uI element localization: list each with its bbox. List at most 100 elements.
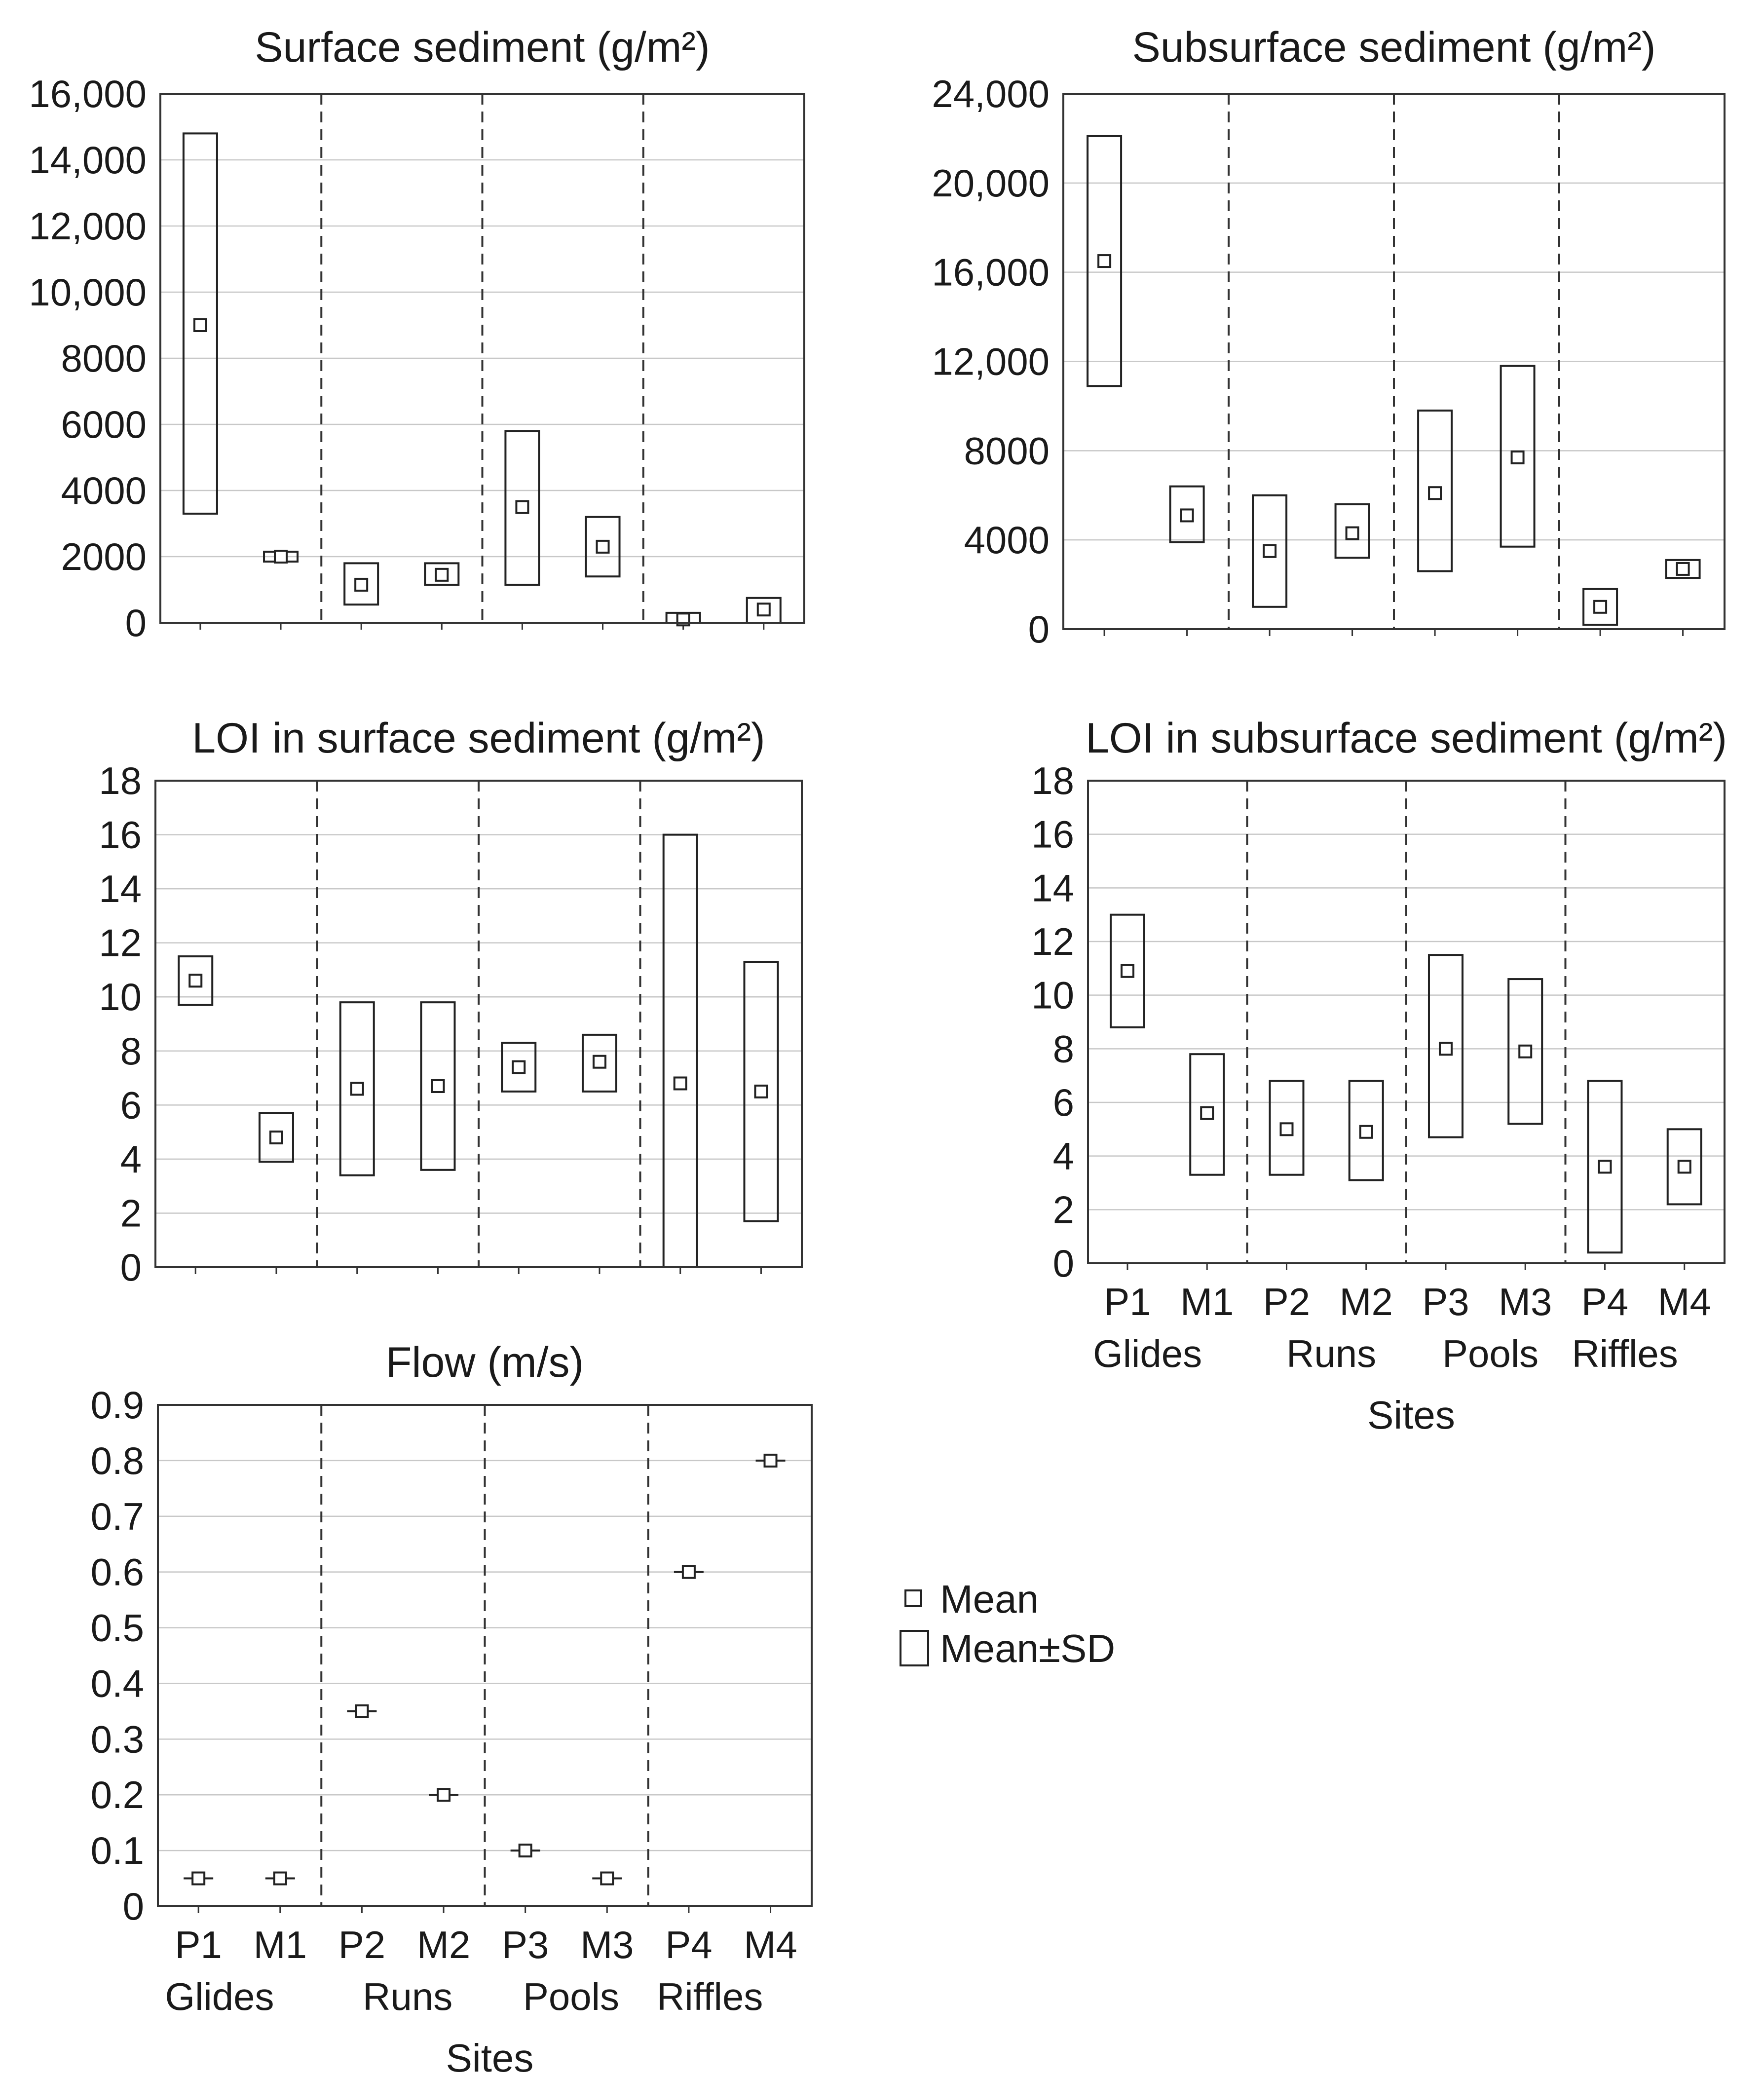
x-tick-label: M2 (417, 1923, 470, 1966)
mean-marker-M4 (763, 1453, 778, 1468)
sd-box-P1 (182, 132, 218, 515)
sd-box-M2 (424, 562, 460, 586)
sd-box-M4 (1665, 559, 1701, 579)
x-tick-label: M4 (744, 1923, 797, 1966)
sd-box-M4 (1666, 1128, 1702, 1206)
mean-marker-M4 (1676, 562, 1690, 576)
mean-marker-M1 (1200, 1106, 1214, 1120)
mean-marker-M1 (269, 1131, 283, 1145)
y-tick-label: 0.7 (91, 1495, 144, 1538)
y-tick-label: 4000 (964, 518, 1050, 562)
mean-marker-P2 (354, 577, 369, 592)
sd-box-M1 (1169, 485, 1205, 543)
chart-surface: Surface sediment (g/m²) 0 2000 4000 6000 8000… (29, 24, 805, 644)
sd-box-M3 (581, 1033, 617, 1093)
mean-marker-M3 (1510, 450, 1525, 464)
x-tick-label: M1 (254, 1923, 307, 1966)
chart-loi-subsurface: LOI in subsurface sediment (g/m²) 0 2 4 6 8 10… (1031, 715, 1727, 1437)
sd-box-M4 (743, 961, 779, 1222)
sd-box-P4 (1587, 1080, 1623, 1254)
sd-box-M2 (420, 1001, 456, 1171)
group-label: Runs (363, 1975, 452, 2018)
chart-subsurface: Subsurface sediment (g/m²) 0 4000 8000 12,00… (932, 24, 1726, 651)
mean-marker-P1 (193, 318, 207, 332)
y-tick-label: 0.6 (91, 1550, 144, 1594)
y-tick-label: 2 (1053, 1188, 1074, 1231)
y-tick-label: 16 (1031, 813, 1074, 856)
mean-marker-P1 (1097, 254, 1112, 268)
mean-marker-P3 (512, 1060, 526, 1074)
chart-title: Subsurface sediment (g/m²) (1132, 24, 1655, 71)
sd-box-M3 (1500, 365, 1536, 548)
legend: Mean Mean±SD (900, 1577, 1115, 1670)
y-tick-label: 18 (1031, 759, 1074, 802)
y-tick-label: 14 (99, 867, 142, 910)
chart-title: LOI in surface sediment (g/m²) (192, 715, 765, 762)
chart-title: Surface sediment (g/m²) (255, 24, 710, 71)
y-tick-label: 4 (1053, 1134, 1074, 1178)
y-tick-label: 0.1 (91, 1829, 144, 1872)
mean-marker-M3 (1518, 1044, 1533, 1058)
y-tick-label: 0.2 (91, 1773, 144, 1816)
y-tick-label: 12 (99, 921, 142, 965)
y-tick-label: 14,000 (29, 138, 147, 182)
y-tick-label: 24,000 (932, 72, 1050, 115)
chart-flow: Flow (m/s) 0 0.1 0.2 0.3 0.4 0.5 0.6 0.7 0.8 0.9 P1… (91, 1339, 813, 2076)
y-tick-label: 0 (123, 1885, 144, 1928)
y-tick-label: 0.5 (91, 1606, 144, 1650)
mean-marker-M2 (1345, 526, 1359, 540)
y-tick-label: 2 (120, 1191, 142, 1235)
mean-marker-M2 (437, 1788, 451, 1802)
group-label: Glides (1093, 1332, 1202, 1375)
sd-box-P2 (343, 562, 379, 606)
sd-box-M1 (1189, 1053, 1225, 1176)
x-tick-label: P3 (502, 1923, 549, 1966)
mean-marker-P2 (1263, 544, 1277, 558)
sd-box-P3 (1427, 954, 1464, 1138)
group-label: Glides (165, 1975, 274, 2018)
sd-box-P3 (504, 430, 540, 586)
sd-box-P2 (1252, 494, 1288, 608)
mean-marker-P3 (515, 500, 529, 514)
y-tick-label: 0.8 (91, 1439, 144, 1482)
y-tick-label: 6 (120, 1083, 142, 1127)
plot-frame (1062, 93, 1726, 630)
y-tick-label: 16,000 (29, 72, 147, 115)
mean-marker-P1 (191, 1871, 206, 1886)
group-label: Riffles (657, 1975, 763, 2018)
y-tick-label: 12 (1031, 920, 1074, 963)
mean-marker-M1 (273, 1871, 287, 1886)
x-tick-label: P3 (1422, 1280, 1469, 1323)
sd-box-P1 (1109, 913, 1145, 1028)
sd-box-P2 (1269, 1080, 1305, 1176)
sd-box-M3 (1507, 978, 1543, 1125)
legend-sd-marker (900, 1630, 929, 1666)
y-tick-label: 16 (99, 813, 142, 857)
y-tick-label: 16,000 (932, 251, 1050, 294)
y-tick-label: 12,000 (29, 204, 147, 248)
chart-title: LOI in subsurface sediment (g/m²) (1086, 715, 1727, 762)
legend-sd-label: Mean±SD (940, 1626, 1115, 1670)
y-tick-label: 10 (1031, 974, 1074, 1017)
y-tick-label: 2000 (61, 535, 147, 578)
sd-box-P1 (1087, 135, 1123, 387)
group-label: Pools (1442, 1332, 1539, 1375)
y-tick-label: 6000 (61, 403, 147, 446)
x-tick-label: M1 (1180, 1280, 1234, 1323)
legend-mean-label: Mean (940, 1577, 1039, 1621)
y-tick-label: 6 (1053, 1081, 1074, 1124)
y-tick-label: 10,000 (29, 270, 147, 314)
plot-frame (157, 1404, 813, 1907)
x-tick-label: P2 (338, 1923, 385, 1966)
mean-marker-M1 (274, 550, 288, 564)
y-tick-label: 0 (1028, 607, 1050, 651)
mean-marker-P3 (1428, 486, 1442, 500)
sd-box-P4 (1582, 588, 1618, 626)
x-tick-label: P4 (1581, 1280, 1628, 1323)
mean-marker-P1 (188, 974, 203, 988)
sd-box-M2 (1334, 503, 1370, 559)
mean-marker-P2 (1279, 1122, 1294, 1136)
sd-box-P3 (1417, 409, 1453, 572)
y-tick-label: 10 (99, 975, 142, 1019)
y-tick-label: 8 (120, 1029, 142, 1073)
